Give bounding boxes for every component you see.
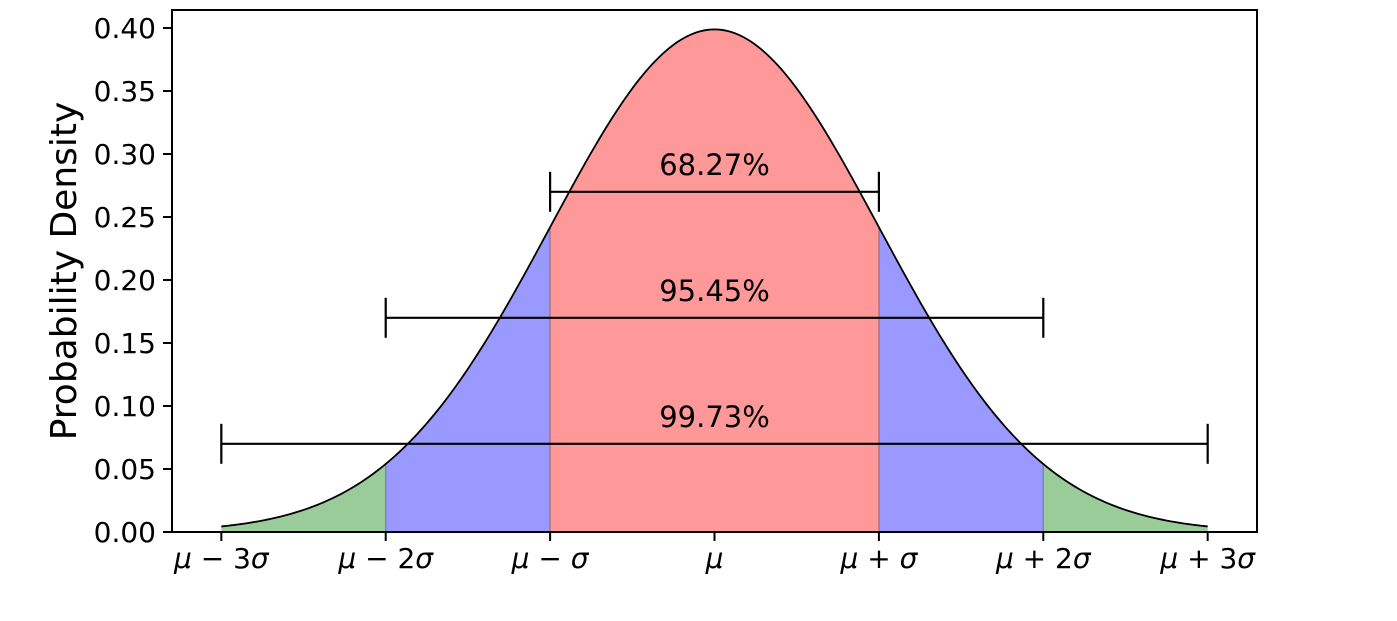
central-band-within-1-sigma	[550, 29, 879, 533]
y-axis-label: Probability Density	[44, 102, 85, 441]
bell-curve	[221, 28, 1208, 528]
coverage-percentage-label: 95.45%	[659, 274, 770, 308]
x-tick-label: μ − 2σ	[337, 542, 434, 575]
x-tick-label: μ + 3σ	[1159, 542, 1256, 575]
bell-curve-line	[221, 28, 1208, 528]
coverage-percentage-label: 99.73%	[659, 400, 770, 434]
y-tick-label: 0.30	[94, 138, 156, 171]
coverage-labels: 68.27% 95.45% 99.73%	[659, 148, 770, 434]
y-tick-label: 0.25	[94, 201, 156, 234]
y-tick-label: 0.10	[94, 390, 156, 423]
y-tick-label: 0.00	[94, 516, 156, 549]
coverage-errorbar	[384, 297, 1045, 338]
y-tick-label: 0.20	[94, 264, 156, 297]
x-tick-label: μ	[705, 542, 724, 575]
coverage-errorbars	[220, 171, 1209, 464]
y-tick-label: 0.40	[94, 12, 156, 45]
plot-frame	[171, 9, 1258, 533]
x-tick-label: μ + 2σ	[995, 542, 1092, 575]
coverage-errorbar	[220, 423, 1209, 464]
tail-band-right-2-to-3-sigma	[1043, 463, 1208, 532]
axis-ticks	[163, 27, 1209, 541]
coverage-percentage-label: 68.27%	[659, 148, 770, 182]
y-tick-label: 0.05	[94, 453, 156, 486]
x-tick-label: μ − σ	[511, 542, 590, 575]
y-tick-label: 0.35	[94, 75, 156, 108]
axis-tick-labels: 0.00 0.05 0.10 0.15 0.20 0.25 0.30 0.35 0.40 μ − …	[94, 12, 1257, 575]
tail-band-left-2-to-3-sigma	[221, 463, 386, 532]
band-boundaries	[385, 227, 1044, 532]
x-tick-label: μ − 3σ	[173, 542, 270, 575]
y-tick-label: 0.15	[94, 327, 156, 360]
x-tick-label: μ + σ	[839, 542, 918, 575]
coverage-errorbar	[549, 171, 880, 212]
